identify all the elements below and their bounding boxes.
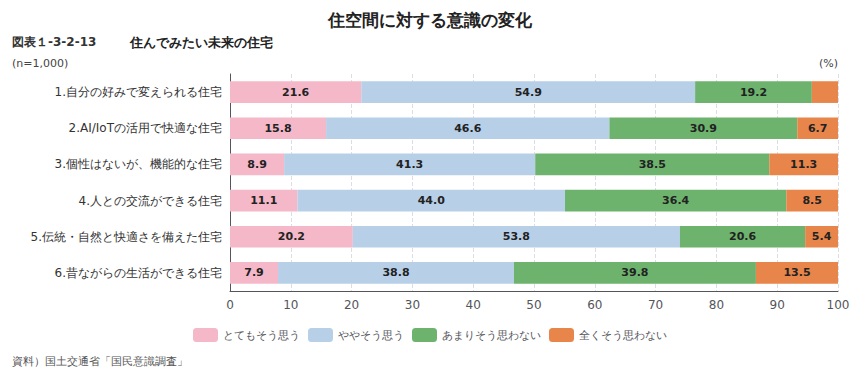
svg-text:図表１-3-2-13: 図表１-3-2-13 xyxy=(12,35,96,49)
svg-text:11.1: 11.1 xyxy=(250,194,277,207)
svg-text:15.8: 15.8 xyxy=(264,122,291,135)
svg-text:41.3: 41.3 xyxy=(396,158,423,171)
svg-text:8.5: 8.5 xyxy=(802,194,822,207)
svg-text:90: 90 xyxy=(770,298,785,312)
svg-text:とてもそう思う: とてもそう思う xyxy=(223,329,300,342)
svg-text:7.9: 7.9 xyxy=(244,266,263,279)
svg-text:39.8: 39.8 xyxy=(621,266,648,279)
svg-text:5.伝統・自然と快適さを備えた住宅: 5.伝統・自然と快適さを備えた住宅 xyxy=(31,230,222,244)
svg-text:38.5: 38.5 xyxy=(639,158,666,171)
svg-text:6.7: 6.7 xyxy=(808,122,828,135)
svg-text:10: 10 xyxy=(283,298,298,312)
svg-text:30: 30 xyxy=(405,298,420,312)
svg-text:1.自分の好みで変えられる住宅: 1.自分の好みで変えられる住宅 xyxy=(55,85,222,99)
svg-text:住んでみたい未来の住宅: 住んでみたい未来の住宅 xyxy=(129,35,273,50)
svg-text:(%): (%) xyxy=(819,57,838,70)
svg-text:13.5: 13.5 xyxy=(783,266,810,279)
svg-text:19.2: 19.2 xyxy=(740,86,767,99)
svg-text:6.昔ながらの生活ができる住宅: 6.昔ながらの生活ができる住宅 xyxy=(55,266,222,280)
svg-text:あまりそう思わない: あまりそう思わない xyxy=(442,329,541,342)
svg-text:40: 40 xyxy=(466,298,481,312)
svg-text:20.6: 20.6 xyxy=(729,230,756,243)
svg-text:(n=1,000): (n=1,000) xyxy=(12,57,68,70)
svg-text:36.4: 36.4 xyxy=(662,194,689,207)
svg-text:60: 60 xyxy=(587,298,602,312)
svg-text:8.9: 8.9 xyxy=(247,158,267,171)
svg-text:住空間に対する意識の変化: 住空間に対する意識の変化 xyxy=(327,10,533,30)
svg-text:2.AI/IoTの活用で快適な住宅: 2.AI/IoTの活用で快適な住宅 xyxy=(69,121,222,135)
svg-text:21.6: 21.6 xyxy=(282,86,309,99)
svg-text:資料）国土交通省「国民意識調査」: 資料）国土交通省「国民意識調査」 xyxy=(12,355,188,368)
svg-text:全くそう思わない: 全くそう思わない xyxy=(579,329,667,342)
svg-text:80: 80 xyxy=(709,298,724,312)
svg-text:3.個性はないが、機能的な住宅: 3.個性はないが、機能的な住宅 xyxy=(55,157,222,171)
svg-text:ややそう思う: ややそう思う xyxy=(338,329,404,342)
svg-text:44.0: 44.0 xyxy=(418,194,445,207)
svg-text:46.6: 46.6 xyxy=(454,122,481,135)
svg-text:53.8: 53.8 xyxy=(503,230,530,243)
svg-text:100: 100 xyxy=(827,298,850,312)
svg-text:70: 70 xyxy=(648,298,663,312)
svg-text:20.2: 20.2 xyxy=(278,230,305,243)
svg-text:20: 20 xyxy=(344,298,359,312)
svg-text:54.9: 54.9 xyxy=(515,86,542,99)
svg-text:38.8: 38.8 xyxy=(382,266,409,279)
svg-text:5.4: 5.4 xyxy=(812,230,832,243)
svg-text:11.3: 11.3 xyxy=(790,158,817,171)
svg-text:0: 0 xyxy=(226,298,234,312)
svg-text:50: 50 xyxy=(526,298,541,312)
svg-text:30.9: 30.9 xyxy=(690,122,717,135)
svg-text:4.人との交流ができる住宅: 4.人との交流ができる住宅 xyxy=(79,194,222,208)
